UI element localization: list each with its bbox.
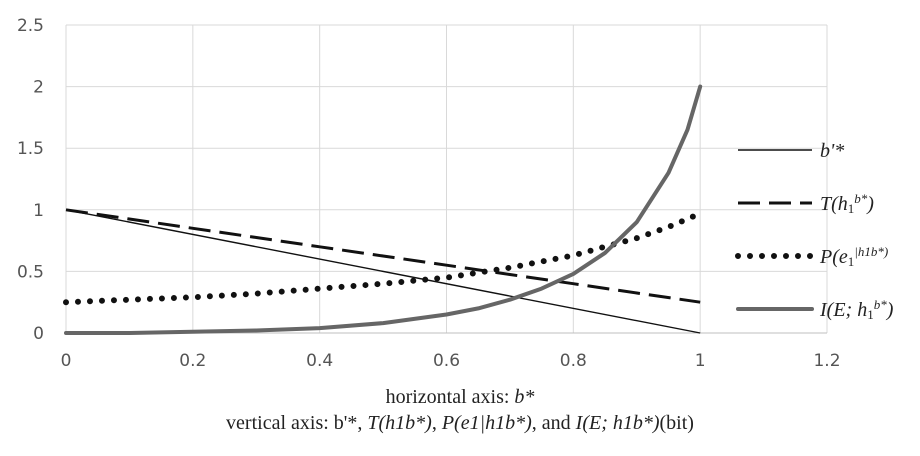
y-axis-caption-t: T(h1b*) [367,412,432,434]
series-line-3 [64,84,703,335]
x-axis-caption-var: b* [514,386,535,408]
y-tick-label: 0.5 [17,262,44,282]
legend-label: P(e1|h1b*) [819,244,888,269]
x-tick-label: 1 [695,351,706,371]
x-tick-label: 0.2 [179,351,206,371]
x-tick-label: 0 [61,351,72,371]
y-axis-caption-p: P(e1|h1b*) [441,412,532,434]
y-axis-caption-sep1: , [431,412,442,434]
x-axis-caption: horizontal axis: b* [0,386,920,409]
y-axis-caption-b: b'*, [333,412,368,434]
y-tick-label: 1 [33,201,44,221]
grid-lines [65,24,828,333]
y-axis-caption-i: I(E; h1b*) [575,412,660,434]
y-axis-caption: vertical axis: b'*, T(h1b*), P(e1|h1b*),… [0,412,920,435]
legend: b'* T(h1b*) P(e1|h1b*) I(E; h1b*) [735,140,894,322]
x-tick-label: 1.2 [813,351,840,371]
x-tick-label: 0.4 [306,351,333,371]
y-axis-caption-sep2: , and [531,412,576,434]
x-axis-caption-prefix: horizontal axis: [385,386,515,408]
y-axis-caption-unit: (bit) [659,412,694,434]
y-tick-label: 1.5 [17,139,44,159]
y-tick-labels: 0 0.5 1 1.5 2 2.5 [17,16,44,344]
series-line-2 [63,210,704,306]
y-tick-label: 2.5 [17,16,44,36]
y-tick-label: 0 [33,324,44,344]
x-tick-labels: 0 0.2 0.4 0.6 0.8 1 1.2 [61,351,841,371]
series-layer [63,84,704,335]
legend-label: b'* [820,140,844,162]
line-chart: 0 0.5 1 1.5 2 2.5 0 0.2 0.4 0.6 0.8 1 1.2 b'* T(h1b*… [17,16,894,371]
x-tick-label: 0.8 [560,351,587,371]
x-tick-label: 0.6 [433,351,460,371]
legend-label: I(E; h1b*) [819,297,894,322]
series-line-0 [65,209,701,334]
series-line-1 [65,208,701,304]
y-tick-label: 2 [33,78,44,98]
legend-label: T(h1b*) [820,191,874,216]
y-axis-caption-prefix: vertical axis: [226,412,334,434]
